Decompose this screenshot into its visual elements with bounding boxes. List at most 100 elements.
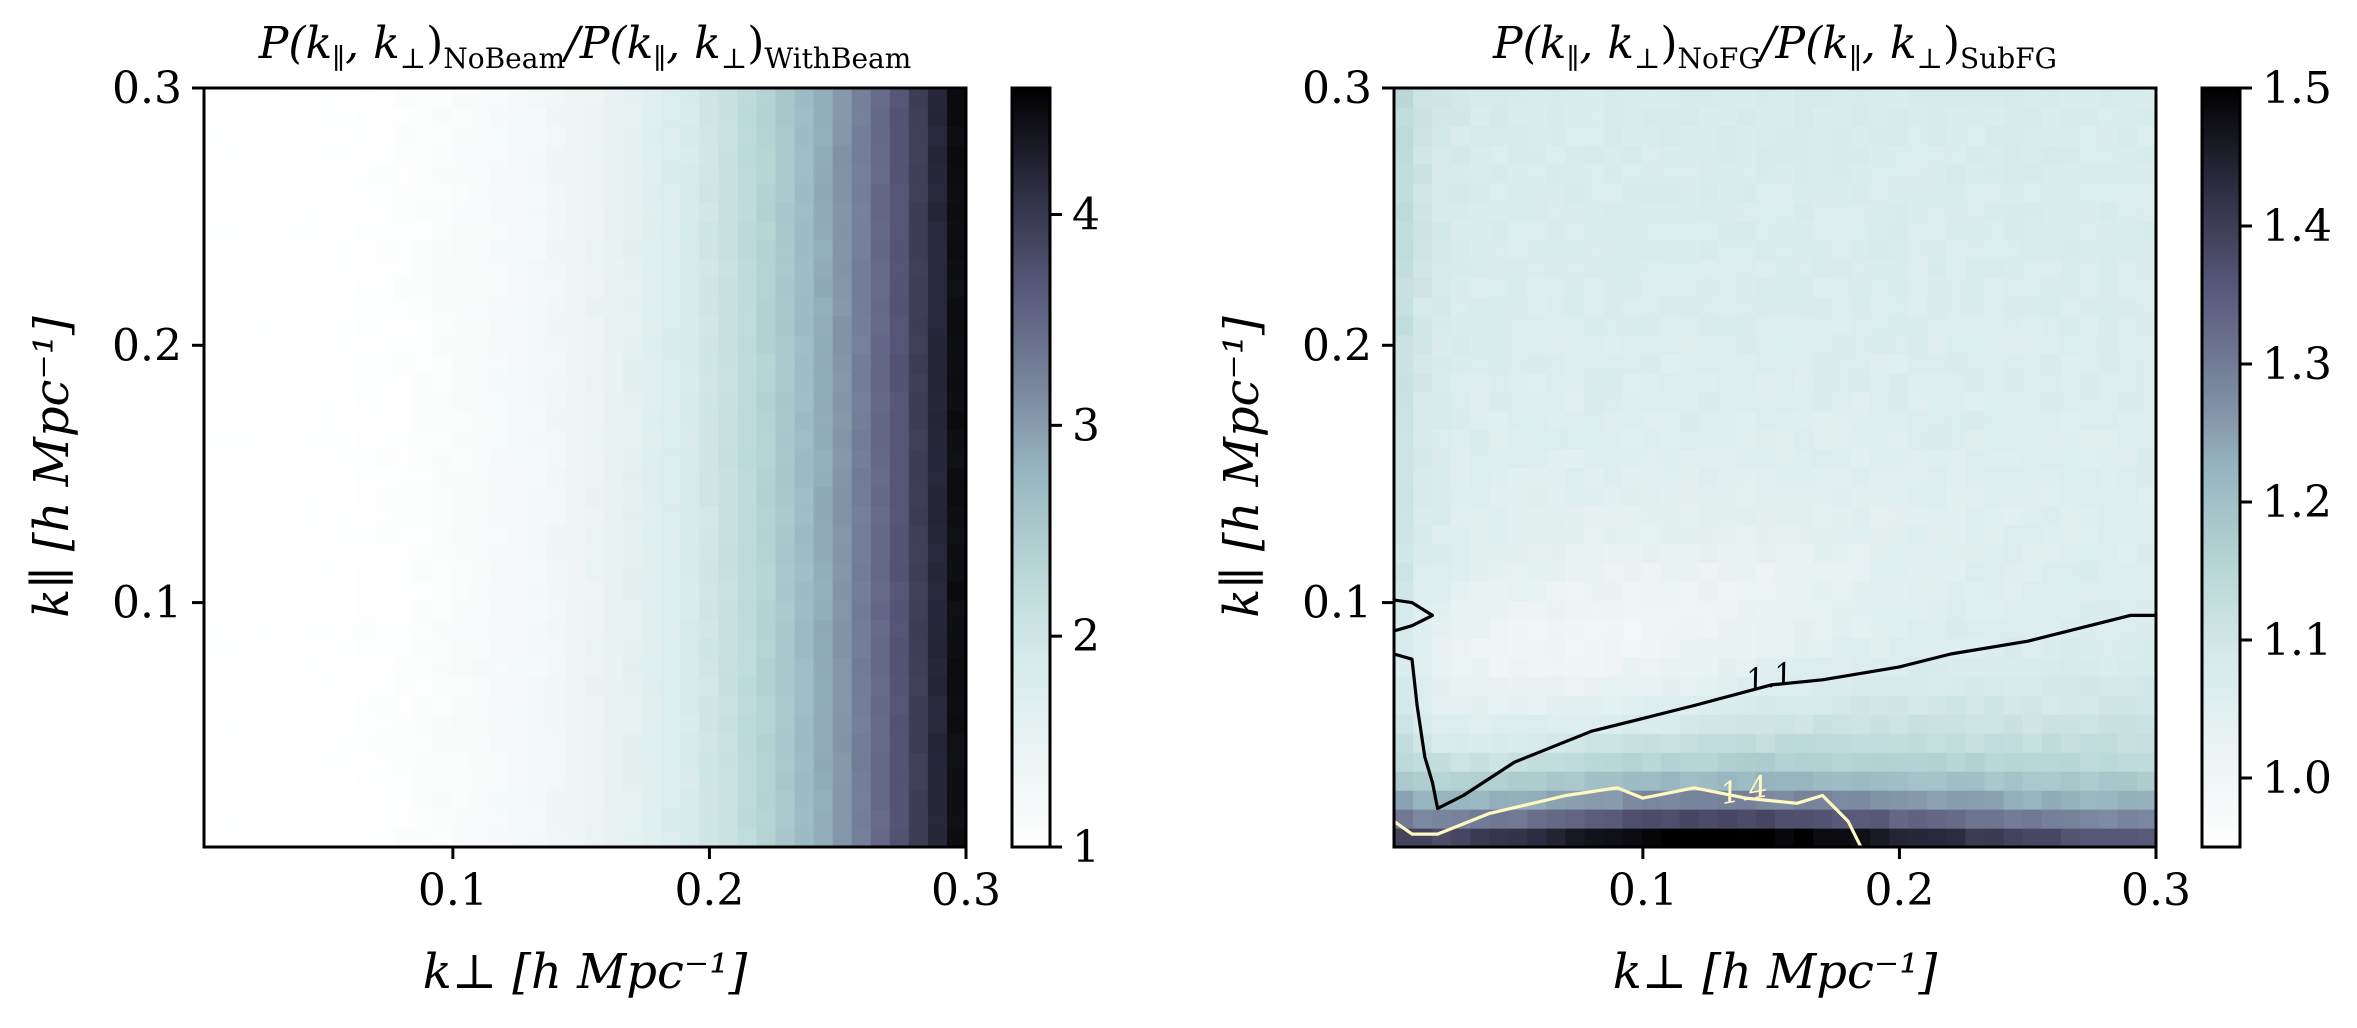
heatmap-cell	[375, 524, 396, 544]
heatmap-cell	[1870, 315, 1890, 336]
heatmap-cell	[661, 486, 681, 507]
heatmap-cell	[623, 88, 643, 108]
heatmap-cell	[775, 144, 796, 165]
heatmap-cell	[470, 88, 491, 108]
heatmap-cell	[1870, 125, 1890, 146]
heatmap-cell	[908, 201, 929, 222]
heatmap-cell	[908, 562, 929, 582]
colorbar-tick-label: 1.0	[2262, 753, 2332, 804]
heatmap-cell	[546, 733, 567, 753]
heatmap-cell	[394, 638, 415, 658]
heatmap-cell	[1394, 581, 1414, 601]
heatmap-cell	[870, 106, 891, 127]
heatmap-cell	[508, 429, 529, 450]
heatmap-cell	[261, 657, 281, 677]
heatmap-cell	[1851, 429, 1871, 450]
heatmap-cell	[1546, 619, 1567, 639]
heatmap-cell	[299, 144, 319, 165]
heatmap-cell	[1794, 543, 1814, 563]
heatmap-cell	[1603, 372, 1624, 393]
heatmap-cell	[375, 714, 396, 734]
heatmap-cell	[642, 714, 662, 734]
heatmap-cell	[1660, 524, 1681, 544]
heatmap-cell	[1832, 657, 1852, 677]
heatmap-cell	[1432, 163, 1452, 184]
heatmap-cell	[775, 220, 796, 241]
heatmap-cell	[1508, 581, 1528, 601]
heatmap-cell	[680, 809, 700, 829]
heatmap-cell	[1679, 486, 1700, 507]
heatmap-cell	[604, 296, 624, 317]
heatmap-cell	[1794, 88, 1814, 108]
heatmap-cell	[1927, 201, 1948, 222]
heatmap-cell	[223, 163, 243, 184]
heatmap-cell	[375, 372, 396, 393]
heatmap-cell	[2136, 733, 2156, 753]
heatmap-cell	[1775, 315, 1795, 336]
heatmap-cell	[1622, 353, 1643, 374]
heatmap-cell	[2003, 581, 2024, 601]
heatmap-cell	[908, 657, 929, 677]
heatmap-cell	[1451, 695, 1471, 715]
heatmap-cell	[2098, 581, 2119, 601]
heatmap-cell	[2022, 600, 2043, 620]
heatmap-cell	[1660, 828, 1681, 847]
heatmap-cell	[280, 144, 300, 165]
heatmap-cell	[927, 182, 948, 203]
heatmap-cell	[1489, 752, 1509, 772]
heatmap-cell	[1527, 410, 1547, 431]
heatmap-cell	[1470, 467, 1490, 488]
heatmap-cell	[1698, 106, 1719, 127]
heatmap-cell	[2003, 353, 2024, 374]
heatmap-cell	[318, 258, 338, 279]
heatmap-cell	[1451, 296, 1471, 317]
heatmap-cell	[2079, 353, 2100, 374]
heatmap-cell	[261, 315, 281, 336]
heatmap-cell	[1870, 619, 1890, 639]
heatmap-cell	[2098, 524, 2119, 544]
heatmap-cell	[775, 410, 796, 431]
heatmap-cell	[889, 543, 910, 563]
heatmap-cell	[223, 353, 243, 374]
heatmap-cell	[2117, 372, 2138, 393]
heatmap-cell	[527, 790, 548, 810]
heatmap-cell	[1565, 505, 1586, 526]
heatmap-cell	[1413, 524, 1433, 544]
heatmap-cell	[1717, 258, 1738, 279]
heatmap-cell	[661, 733, 681, 753]
heatmap-cell	[1679, 581, 1700, 601]
heatmap-cell	[261, 543, 281, 563]
heatmap-cell	[1413, 220, 1433, 241]
heatmap-cell	[1394, 296, 1414, 317]
heatmap-cell	[2136, 239, 2156, 260]
heatmap-cell	[737, 695, 758, 715]
heatmap-cell	[1622, 600, 1643, 620]
heatmap-cell	[1603, 790, 1624, 810]
heatmap-cell	[2041, 410, 2062, 431]
colorbar-tick-label: 1.2	[2262, 477, 2332, 528]
heatmap-cell	[2060, 429, 2081, 450]
heatmap-cell	[1717, 600, 1738, 620]
heatmap-cell	[1908, 505, 1928, 526]
heatmap-cell	[1432, 562, 1452, 582]
heatmap-cell	[718, 220, 738, 241]
heatmap-cell	[794, 448, 815, 469]
heatmap-cell	[204, 429, 224, 450]
heatmap-cell	[832, 524, 853, 544]
heatmap-cell	[356, 543, 377, 563]
heatmap-cell	[623, 239, 643, 260]
heatmap-cell	[1736, 733, 1757, 753]
heatmap-cell	[1794, 277, 1814, 298]
heatmap-cell	[394, 828, 415, 847]
heatmap-cell	[527, 467, 548, 488]
heatmap-cell	[1698, 258, 1719, 279]
heatmap-cell	[1813, 657, 1833, 677]
heatmap-cell	[1565, 125, 1586, 146]
heatmap-cell	[1927, 277, 1948, 298]
heatmap-cell	[1489, 676, 1509, 696]
heatmap-cell	[451, 505, 472, 526]
heatmap-cell	[927, 695, 948, 715]
heatmap-cell	[718, 448, 738, 469]
heatmap-cell	[756, 163, 777, 184]
heatmap-cell	[2003, 88, 2024, 108]
